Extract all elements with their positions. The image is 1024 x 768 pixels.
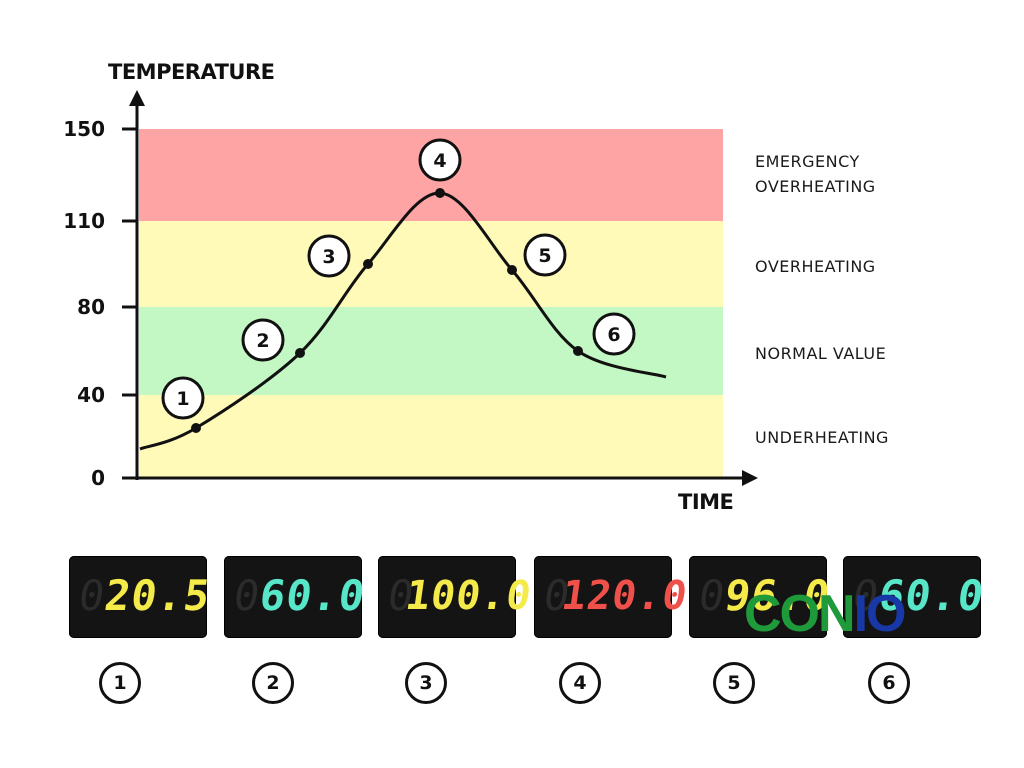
display-number-2: 2 — [252, 662, 294, 704]
point-label-2: 2 — [256, 330, 269, 352]
point-label-3: 3 — [322, 246, 335, 268]
display-number-4: 4 — [559, 662, 601, 704]
point-label-5: 5 — [538, 245, 551, 267]
display-number-3: 3 — [405, 662, 447, 704]
zone-band-0 — [139, 395, 723, 478]
display-value: 100.0 — [402, 573, 535, 619]
digital-display-6: 0 60.0 — [843, 556, 988, 638]
point-label-circle-3 — [307, 234, 351, 278]
display-value: 120.0 — [558, 573, 691, 619]
y-tick-label: 110 — [63, 209, 105, 233]
point-label-4: 4 — [433, 150, 446, 172]
zone-band-2 — [139, 221, 723, 307]
digital-display-1: 0 20.5 — [69, 556, 214, 638]
temperature-curve — [139, 191, 667, 451]
data-point-6 — [573, 346, 583, 356]
data-point-5 — [507, 265, 517, 275]
y-axis-title: TEMPERATURE — [108, 60, 275, 84]
y-ticks: 0 40 80 110 150 — [63, 117, 137, 490]
data-point-2 — [295, 348, 305, 358]
point-label-circle-6 — [592, 312, 636, 356]
temperature-chart: TEMPERATURE TIME 0 40 80 110 150 UNDERHEATIN… — [63, 60, 889, 514]
data-point-3 — [363, 259, 373, 269]
data-points: 1 2 3 4 5 6 — [161, 138, 636, 433]
point-label-circle-5 — [523, 233, 567, 277]
y-tick-label: 150 — [63, 117, 105, 141]
zone-label-3-1: OVERHEATING — [755, 177, 876, 196]
zones-layer — [139, 129, 723, 478]
display-number-1: 1 — [99, 662, 141, 704]
zone-label-2-0: OVERHEATING — [755, 257, 876, 276]
point-label-circle-2 — [241, 318, 285, 362]
zone-labels: UNDERHEATING NORMAL VALUE OVERHEATING EMERG… — [755, 152, 889, 447]
digital-display-4: 0 120.0 — [534, 556, 691, 638]
y-tick-label: 80 — [77, 295, 105, 319]
y-axis-arrow — [129, 90, 145, 106]
display-number-6: 6 — [868, 662, 910, 704]
watermark-logo: CONIO — [744, 585, 906, 643]
display-number-5: 5 — [713, 662, 755, 704]
y-tick-label: 40 — [77, 383, 105, 407]
axes — [129, 90, 758, 486]
point-label-circle-4 — [418, 138, 462, 182]
point-label-6: 6 — [607, 324, 620, 346]
x-axis-arrow — [742, 470, 758, 486]
data-point-4 — [435, 188, 445, 198]
point-label-circle-1 — [161, 376, 205, 420]
zone-label-1-0: NORMAL VALUE — [755, 344, 886, 363]
point-label-1: 1 — [176, 388, 189, 410]
zone-label-0-0: UNDERHEATING — [755, 428, 889, 447]
data-point-1 — [191, 423, 201, 433]
zone-label-3-0: EMERGENCY — [755, 152, 860, 171]
display-value: 20.5 — [101, 571, 214, 620]
digital-display-3: 0 100.0 — [378, 556, 535, 638]
digital-display-5: 0 96.0 — [689, 556, 834, 638]
display-value: 60.0 — [256, 571, 369, 620]
digital-display-2: 0 60.0 — [224, 556, 369, 638]
x-axis-title: TIME — [678, 490, 733, 514]
y-tick-label: 0 — [91, 466, 105, 490]
zone-band-1 — [139, 307, 723, 395]
